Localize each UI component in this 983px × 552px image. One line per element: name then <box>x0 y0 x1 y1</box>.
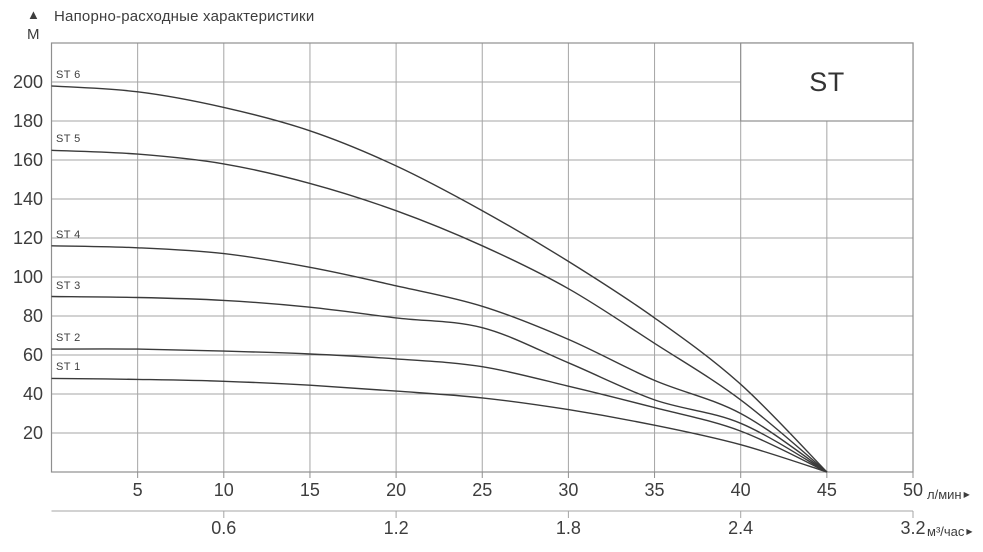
x-axis-primary-unit: л/мин ▶ <box>927 487 970 502</box>
x-axis-primary-unit-text: л/мин <box>927 487 962 502</box>
x2-tick-label: 0.6 <box>211 518 237 538</box>
x-tick-label: 5 <box>132 480 143 500</box>
curve-label-st-6: ST 6 <box>56 68 81 81</box>
y-tick-label: 40 <box>22 384 43 404</box>
y-tick-label: 160 <box>12 150 43 170</box>
curve-st-1 <box>51 377 828 473</box>
x-tick-label: 50 <box>902 480 924 500</box>
x-tick-label: 25 <box>472 480 493 500</box>
x2-tick-label: 1.2 <box>383 518 409 538</box>
x-tick-label: 45 <box>816 480 837 500</box>
curve-st-3 <box>51 295 828 473</box>
curve-label-st-1: ST 1 <box>56 361 81 374</box>
x-axis-secondary-unit: м³/час ▶ <box>927 524 973 539</box>
legend-box <box>740 42 914 122</box>
y-axis-up-arrow-icon: ▲ <box>27 7 40 22</box>
chart-title: Напорно-расходные характеристики <box>54 8 315 25</box>
x-tick-label: 40 <box>730 480 751 500</box>
curve-label-st-4: ST 4 <box>56 228 81 241</box>
right-arrow-icon: ▶ <box>963 490 970 499</box>
y-tick-label: 20 <box>22 423 43 443</box>
x-tick-label: 35 <box>644 480 665 500</box>
x-axis-secondary-unit-text: м³/час <box>927 524 965 539</box>
y-axis-unit-label: М <box>27 26 40 43</box>
x2-tick-label: 1.8 <box>555 518 581 538</box>
y-tick-label: 200 <box>12 72 43 92</box>
y-tick-label: 80 <box>22 306 43 326</box>
y-tick-label: 180 <box>12 111 43 131</box>
right-arrow-icon: ▶ <box>966 527 973 536</box>
curve-st-5 <box>51 149 828 473</box>
y-tick-label: 60 <box>22 345 43 365</box>
series-family-legend: ST <box>809 67 845 97</box>
x-tick-label: 20 <box>386 480 407 500</box>
curve-label-st-5: ST 5 <box>56 133 81 146</box>
curve-label-st-3: ST 3 <box>56 279 81 292</box>
curve-st-6 <box>51 85 828 473</box>
x-tick-label: 30 <box>558 480 579 500</box>
x2-tick-label: 3.2 <box>900 518 926 538</box>
y-tick-label: 100 <box>12 267 43 287</box>
x-tick-label: 15 <box>299 480 320 500</box>
curve-st-4 <box>51 245 828 473</box>
curve-label-st-2: ST 2 <box>56 332 81 345</box>
y-tick-label: 140 <box>12 189 43 209</box>
curve-st-2 <box>51 348 828 473</box>
x2-tick-label: 2.4 <box>728 518 754 538</box>
y-tick-label: 120 <box>12 228 43 248</box>
x-tick-label: 10 <box>213 480 234 500</box>
